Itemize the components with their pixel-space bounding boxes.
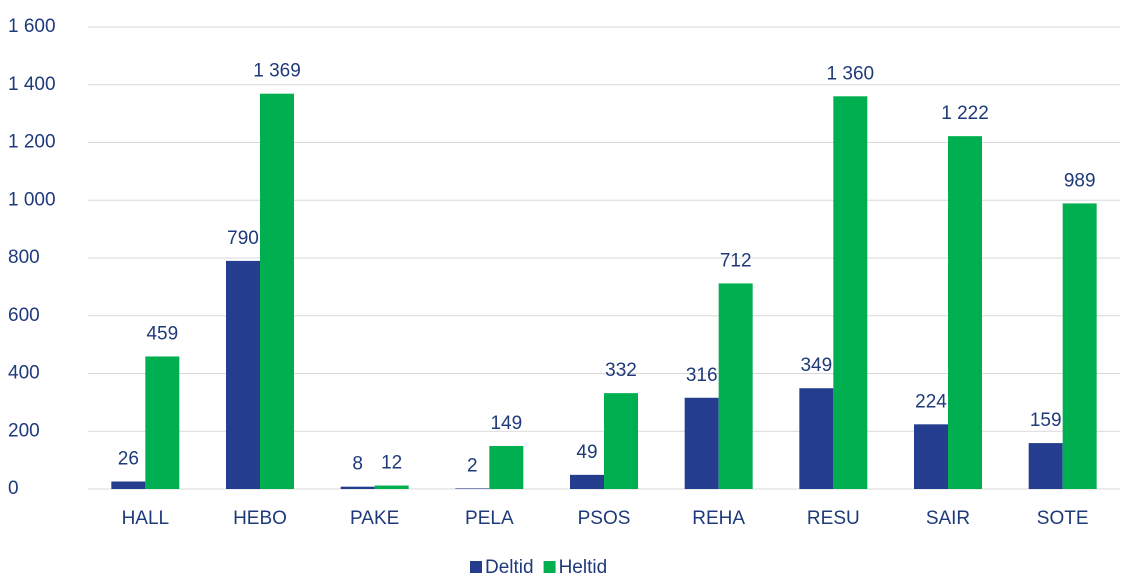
bar (374, 485, 409, 489)
data-label: 316 (686, 365, 718, 386)
data-label: 2 (467, 455, 478, 476)
x-tick-label: REHA (692, 508, 745, 529)
bar (145, 356, 180, 489)
bar (914, 424, 948, 489)
bar (684, 397, 719, 489)
x-tick-label: RESU (807, 508, 860, 529)
data-label: 49 (576, 442, 597, 463)
x-tick-label: SAIR (926, 508, 970, 529)
bar (1062, 203, 1097, 489)
bar (111, 481, 146, 489)
data-label: 149 (490, 413, 522, 434)
x-tick-label: PELA (465, 508, 514, 529)
legend-swatch (470, 561, 482, 573)
x-tick-label: HEBO (233, 508, 287, 529)
data-label: 8 (352, 454, 363, 475)
bar (604, 393, 638, 489)
data-label: 790 (227, 228, 259, 249)
y-tick-label: 1 000 (8, 189, 56, 210)
bar (226, 260, 260, 489)
data-label: 1 360 (827, 63, 875, 84)
data-label: 459 (146, 323, 178, 344)
y-tick-label: 200 (8, 420, 40, 441)
bar (833, 96, 868, 490)
y-tick-label: 600 (8, 305, 40, 326)
legend-label: Deltid (485, 557, 534, 577)
bar (340, 486, 375, 489)
x-tick-label: PAKE (350, 508, 399, 529)
x-tick-label: PSOS (578, 508, 631, 529)
bar (489, 445, 524, 489)
bar (718, 283, 753, 489)
data-label: 224 (915, 391, 947, 412)
bar (948, 136, 982, 489)
y-tick-label: 1 200 (8, 132, 56, 153)
data-label: 12 (381, 453, 402, 474)
data-label: 26 (118, 449, 139, 470)
y-tick-label: 0 (8, 478, 19, 499)
legend-swatch (543, 561, 556, 573)
data-label: 1 369 (253, 61, 301, 82)
data-label: 712 (720, 250, 752, 271)
bar (455, 488, 490, 489)
data-label: 332 (605, 360, 637, 381)
legend-label: Heltid (559, 557, 608, 577)
y-tick-label: 400 (8, 363, 40, 384)
y-tick-label: 1 600 (8, 16, 56, 37)
data-label: 159 (1030, 410, 1062, 431)
x-tick-label: HALL (122, 508, 170, 529)
x-tick-label: SOTE (1037, 508, 1089, 529)
data-label: 989 (1064, 170, 1096, 191)
data-label: 349 (800, 355, 832, 376)
y-tick-label: 1 400 (8, 74, 56, 95)
y-tick-label: 800 (8, 247, 40, 268)
bar (260, 93, 294, 490)
bar (799, 388, 834, 489)
bar (570, 474, 604, 489)
bar (1028, 443, 1063, 489)
data-label: 1 222 (941, 103, 989, 124)
